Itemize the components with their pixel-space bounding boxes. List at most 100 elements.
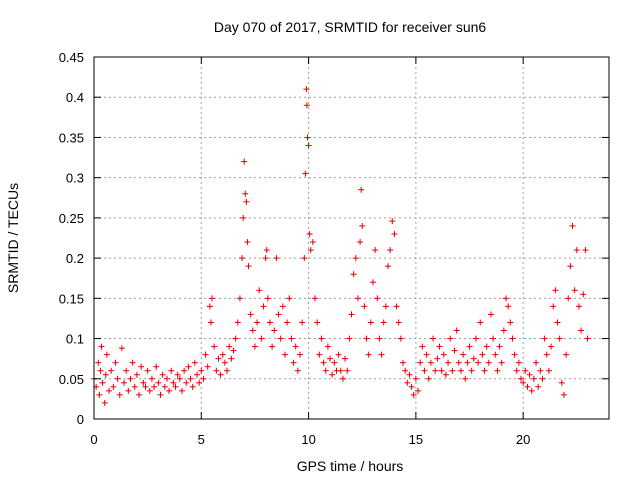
data-point [215, 355, 222, 362]
data-point [494, 367, 501, 374]
data-point [196, 379, 203, 386]
data-point [99, 379, 106, 386]
data-point [159, 371, 166, 378]
y-tick-label: 0.15 [59, 291, 84, 306]
data-point [374, 295, 381, 302]
data-point [101, 399, 108, 406]
data-point [146, 387, 153, 394]
data-point [408, 383, 415, 390]
data-point [264, 295, 271, 302]
data-point [438, 367, 445, 374]
data-point [322, 367, 329, 374]
data-point [234, 319, 241, 326]
data-point [563, 351, 570, 358]
data-point [522, 367, 529, 374]
data-point [346, 335, 353, 342]
data-point [415, 387, 422, 394]
data-point [402, 367, 409, 374]
data-point [378, 351, 385, 358]
data-point [247, 311, 254, 318]
data-point [384, 263, 391, 270]
data-point [262, 255, 269, 262]
data-point [380, 319, 387, 326]
data-point [468, 367, 475, 374]
data-point [367, 319, 374, 326]
data-point [520, 379, 527, 386]
data-point [359, 222, 366, 229]
data-point [303, 86, 310, 93]
data-point [530, 375, 537, 382]
data-point [329, 371, 336, 378]
data-point [434, 355, 441, 362]
data-point [404, 379, 411, 386]
data-point [183, 379, 190, 386]
data-point [254, 319, 261, 326]
data-point [464, 359, 471, 366]
data-point [393, 303, 400, 310]
data-point [397, 335, 404, 342]
data-point [97, 367, 104, 374]
data-point [541, 335, 548, 342]
data-point [575, 303, 582, 310]
data-point [189, 383, 196, 390]
data-point [389, 218, 396, 225]
data-point [316, 351, 323, 358]
data-point [352, 255, 359, 262]
data-point [174, 371, 181, 378]
gridlines [94, 57, 609, 419]
data-point [543, 351, 550, 358]
data-point [303, 102, 310, 109]
data-point [131, 383, 138, 390]
data-point [118, 345, 125, 352]
data-point [406, 371, 413, 378]
y-tick-label: 0.25 [59, 211, 84, 226]
data-point [344, 367, 351, 374]
data-point [121, 379, 128, 386]
data-point [251, 343, 258, 350]
data-point [95, 359, 102, 366]
data-point [108, 367, 115, 374]
data-point [580, 291, 587, 298]
data-point [554, 319, 561, 326]
data-point [155, 379, 162, 386]
data-point [318, 335, 325, 342]
data-point [485, 359, 492, 366]
data-point [281, 351, 288, 358]
data-point [96, 391, 103, 398]
data-point [127, 375, 134, 382]
data-point [271, 327, 278, 334]
data-point [348, 311, 355, 318]
data-point [487, 311, 494, 318]
data-point [472, 335, 479, 342]
data-point [417, 359, 424, 366]
data-point [200, 375, 207, 382]
data-point [217, 371, 224, 378]
data-point [395, 319, 402, 326]
data-point [106, 387, 113, 394]
data-point [191, 359, 198, 366]
data-point [170, 379, 177, 386]
y-tick-label: 0.05 [59, 372, 84, 387]
data-point [509, 335, 516, 342]
data-point [292, 343, 299, 350]
data-point [258, 335, 265, 342]
data-point [307, 247, 314, 254]
data-point [123, 367, 130, 374]
data-point [301, 255, 308, 262]
data-point [286, 295, 293, 302]
data-point [206, 303, 213, 310]
data-point [511, 351, 518, 358]
data-point [305, 142, 312, 149]
data-point [290, 359, 297, 366]
y-tick-label: 0.35 [59, 130, 84, 145]
data-point [552, 287, 559, 294]
y-tick-label: 0.2 [66, 251, 84, 266]
data-point [187, 375, 194, 382]
data-point [207, 319, 214, 326]
data-point [567, 263, 574, 270]
data-point [571, 287, 578, 294]
data-point [518, 375, 525, 382]
data-point [256, 287, 263, 294]
data-point [372, 247, 379, 254]
